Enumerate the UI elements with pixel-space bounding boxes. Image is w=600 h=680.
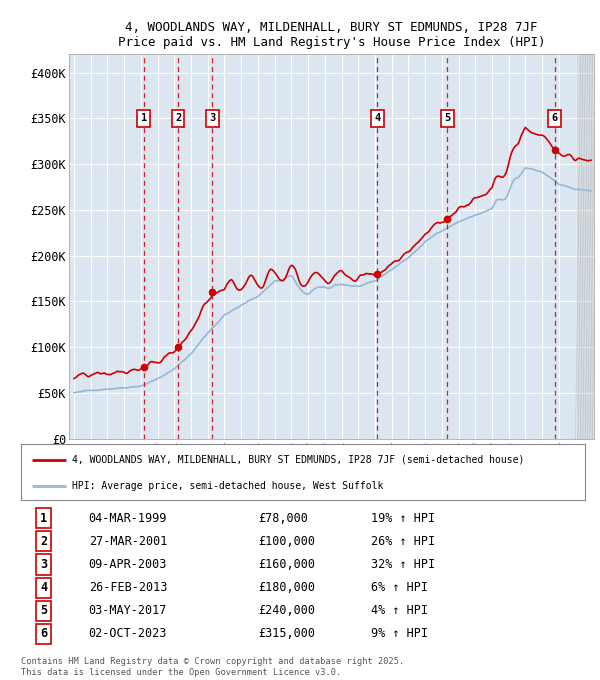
Text: 1: 1 [140,114,147,124]
Text: 04-MAR-1999: 04-MAR-1999 [89,511,167,525]
Text: 26-FEB-2013: 26-FEB-2013 [89,581,167,594]
Text: 3: 3 [40,558,47,571]
Title: 4, WOODLANDS WAY, MILDENHALL, BURY ST EDMUNDS, IP28 7JF
Price paid vs. HM Land R: 4, WOODLANDS WAY, MILDENHALL, BURY ST ED… [118,21,545,49]
Text: 02-OCT-2023: 02-OCT-2023 [89,628,167,641]
Text: 4, WOODLANDS WAY, MILDENHALL, BURY ST EDMUNDS, IP28 7JF (semi-detached house): 4, WOODLANDS WAY, MILDENHALL, BURY ST ED… [72,455,524,464]
Text: £240,000: £240,000 [258,605,315,617]
Text: 03-MAY-2017: 03-MAY-2017 [89,605,167,617]
Text: £315,000: £315,000 [258,628,315,641]
Text: 09-APR-2003: 09-APR-2003 [89,558,167,571]
Text: 32% ↑ HPI: 32% ↑ HPI [371,558,435,571]
Text: 9% ↑ HPI: 9% ↑ HPI [371,628,428,641]
Text: 5: 5 [444,114,451,124]
Text: 6% ↑ HPI: 6% ↑ HPI [371,581,428,594]
Text: 26% ↑ HPI: 26% ↑ HPI [371,535,435,548]
Text: 27-MAR-2001: 27-MAR-2001 [89,535,167,548]
Text: 19% ↑ HPI: 19% ↑ HPI [371,511,435,525]
Text: 2: 2 [40,535,47,548]
Text: 4% ↑ HPI: 4% ↑ HPI [371,605,428,617]
Text: Contains HM Land Registry data © Crown copyright and database right 2025.
This d: Contains HM Land Registry data © Crown c… [21,657,404,677]
Text: £100,000: £100,000 [258,535,315,548]
Text: 1: 1 [40,511,47,525]
Text: 6: 6 [40,628,47,641]
Text: 5: 5 [40,605,47,617]
Text: 4: 4 [374,114,380,124]
Text: £160,000: £160,000 [258,558,315,571]
Text: HPI: Average price, semi-detached house, West Suffolk: HPI: Average price, semi-detached house,… [72,481,383,491]
Text: 3: 3 [209,114,215,124]
Text: £180,000: £180,000 [258,581,315,594]
Text: 2: 2 [175,114,181,124]
Text: 4: 4 [40,581,47,594]
Text: 6: 6 [551,114,558,124]
Text: £78,000: £78,000 [258,511,308,525]
